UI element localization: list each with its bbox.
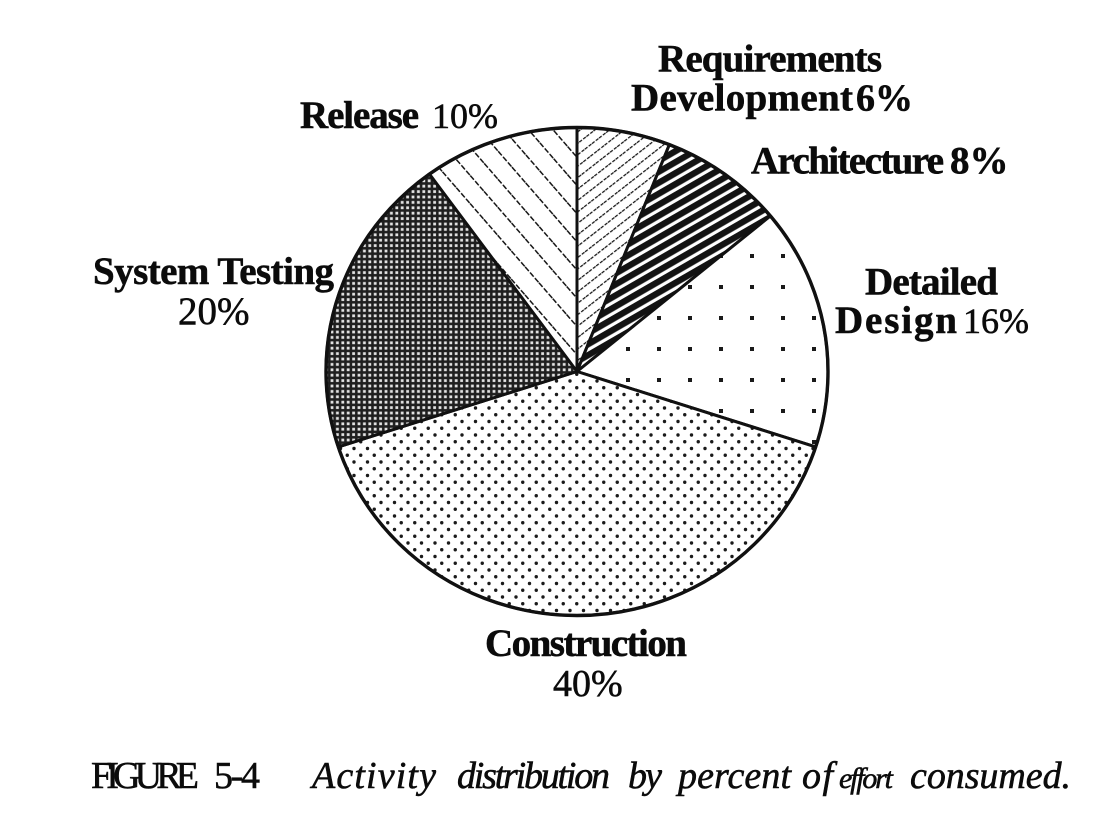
svg-text:System Testing: System Testing: [93, 250, 335, 293]
svg-text:10%: 10%: [432, 96, 498, 136]
svg-text:distribution: distribution: [457, 755, 610, 797]
svg-text:Development: Development: [631, 77, 853, 120]
svg-text:Architecture: Architecture: [751, 140, 944, 183]
svg-text:effort: effort: [839, 762, 894, 795]
svg-text:Detailed: Detailed: [865, 261, 998, 304]
svg-text:5-4: 5-4: [214, 755, 260, 797]
svg-text:20%: 20%: [178, 290, 250, 333]
svg-text:percent: percent: [675, 755, 792, 797]
svg-text:Activity: Activity: [309, 755, 436, 797]
svg-text:8%: 8%: [950, 140, 1009, 183]
svg-text:Design: Design: [835, 299, 957, 342]
svg-text:40%: 40%: [553, 663, 623, 705]
svg-text:consumed.: consumed.: [910, 755, 1071, 797]
svg-text:6%: 6%: [856, 78, 913, 120]
svg-text:of: of: [802, 755, 837, 797]
svg-text:FIGURE: FIGURE: [91, 755, 199, 797]
svg-text:Construction: Construction: [485, 622, 687, 665]
svg-text:Release: Release: [300, 94, 419, 137]
svg-text:16%: 16%: [963, 301, 1029, 341]
svg-text:by: by: [628, 755, 662, 797]
svg-text:Requirements: Requirements: [658, 38, 882, 81]
